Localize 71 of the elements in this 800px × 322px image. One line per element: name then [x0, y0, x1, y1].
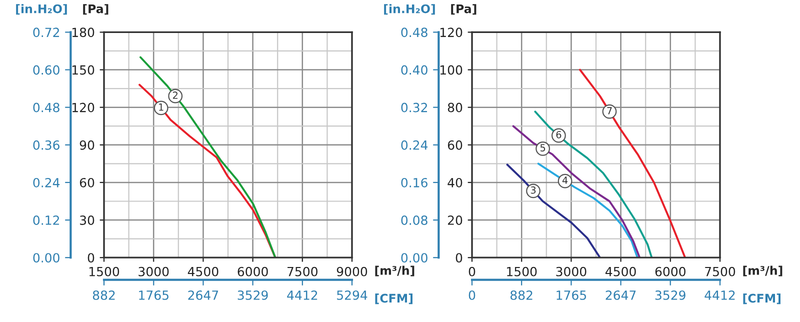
x-tick-label: 6000	[238, 266, 268, 276]
x2-tick-label: 2647	[606, 290, 636, 300]
line-series	[506, 164, 601, 258]
y-tick-label: 120	[440, 28, 462, 38]
x-tick-label: 1500	[507, 266, 537, 276]
x-axis-title: [m³/h]	[375, 266, 414, 276]
y2-tick-label: 0.40	[401, 65, 428, 75]
y-tick-label: 120	[72, 102, 94, 112]
series-label: 2	[172, 92, 178, 99]
x-tick-label: 9000	[336, 266, 368, 276]
y-tick-label: 0	[88, 253, 94, 263]
y-tick-label: 0	[456, 253, 462, 263]
y2-tick-label: 0.32	[401, 102, 427, 112]
y2-tick-label: 0.00	[33, 253, 60, 263]
y2-axis-title: [in.H₂O]	[384, 4, 435, 15]
x-tick-label: 7500	[705, 266, 736, 276]
y2-tick-label: 0.16	[401, 178, 428, 188]
x-tick-label: 0	[468, 266, 476, 276]
y2-tick-label: 0.24	[33, 178, 60, 188]
x2-tick-label: 5294	[337, 290, 368, 300]
y-tick-label: 60	[80, 178, 94, 188]
x2-tick-label: 2647	[188, 290, 218, 300]
y-tick-label: 40	[448, 178, 462, 188]
y-tick-label: 20	[448, 216, 462, 225]
x2-tick-label: 882	[510, 290, 532, 300]
line-series	[512, 125, 641, 258]
y2-tick-label: 0.12	[33, 216, 59, 225]
x2-tick-label: 882	[92, 290, 115, 300]
x-tick-label: 4500	[606, 266, 636, 276]
y-axis-title: [Pa]	[83, 4, 108, 15]
x-tick-label: 4500	[188, 266, 218, 276]
series-label: 5	[540, 144, 546, 152]
line-series	[578, 68, 686, 258]
series-label: 6	[556, 130, 562, 138]
x2-tick-label: 1765	[139, 290, 168, 300]
y-axis-title: [Pa]	[451, 4, 476, 15]
y-tick-label: 90	[80, 140, 94, 150]
x2-tick-label: 4412	[287, 290, 318, 300]
y-tick-label: 180	[72, 28, 94, 38]
x2-tick-label: 0	[468, 290, 476, 300]
y2-tick-label: 0.60	[33, 65, 60, 75]
line-series	[537, 162, 638, 258]
x-tick-label: 7500	[288, 266, 318, 276]
y2-axis-title: [in.H₂O]	[16, 4, 67, 15]
x2-axis-title: [CFM]	[743, 294, 780, 304]
x2-tick-label: 3529	[655, 290, 686, 300]
y2-tick-label: 0.08	[401, 216, 428, 225]
x2-axis-title: [CFM]	[375, 294, 412, 304]
series-label: 1	[159, 104, 164, 111]
y2-tick-label: 0.48	[401, 28, 428, 38]
y2-tick-label: 0.36	[33, 140, 60, 150]
y2-tick-label: 0.48	[33, 102, 60, 112]
x2-tick-label: 4412	[704, 290, 735, 300]
x2-tick-label: 3529	[238, 290, 268, 300]
x-tick-label: 6000	[655, 266, 686, 276]
y-tick-label: 60	[448, 140, 462, 150]
x-tick-label: 3000	[138, 266, 169, 276]
y2-tick-label: 0.72	[33, 28, 59, 38]
y2-tick-label: 0.00	[401, 253, 428, 263]
x-axis-title: [m³/h]	[743, 266, 782, 276]
y-tick-label: 80	[448, 102, 462, 112]
series-label: 7	[607, 107, 612, 114]
y-tick-label: 30	[80, 216, 94, 225]
x-tick-label: 1500	[89, 266, 120, 276]
series-label: 3	[530, 186, 536, 194]
x2-tick-label: 1765	[556, 290, 586, 300]
x-tick-label: 3000	[556, 266, 586, 276]
series-label: 4	[562, 176, 568, 184]
y2-tick-label: 0.24	[401, 140, 428, 150]
y-tick-label: 150	[72, 65, 94, 75]
y-tick-label: 100	[440, 65, 462, 75]
